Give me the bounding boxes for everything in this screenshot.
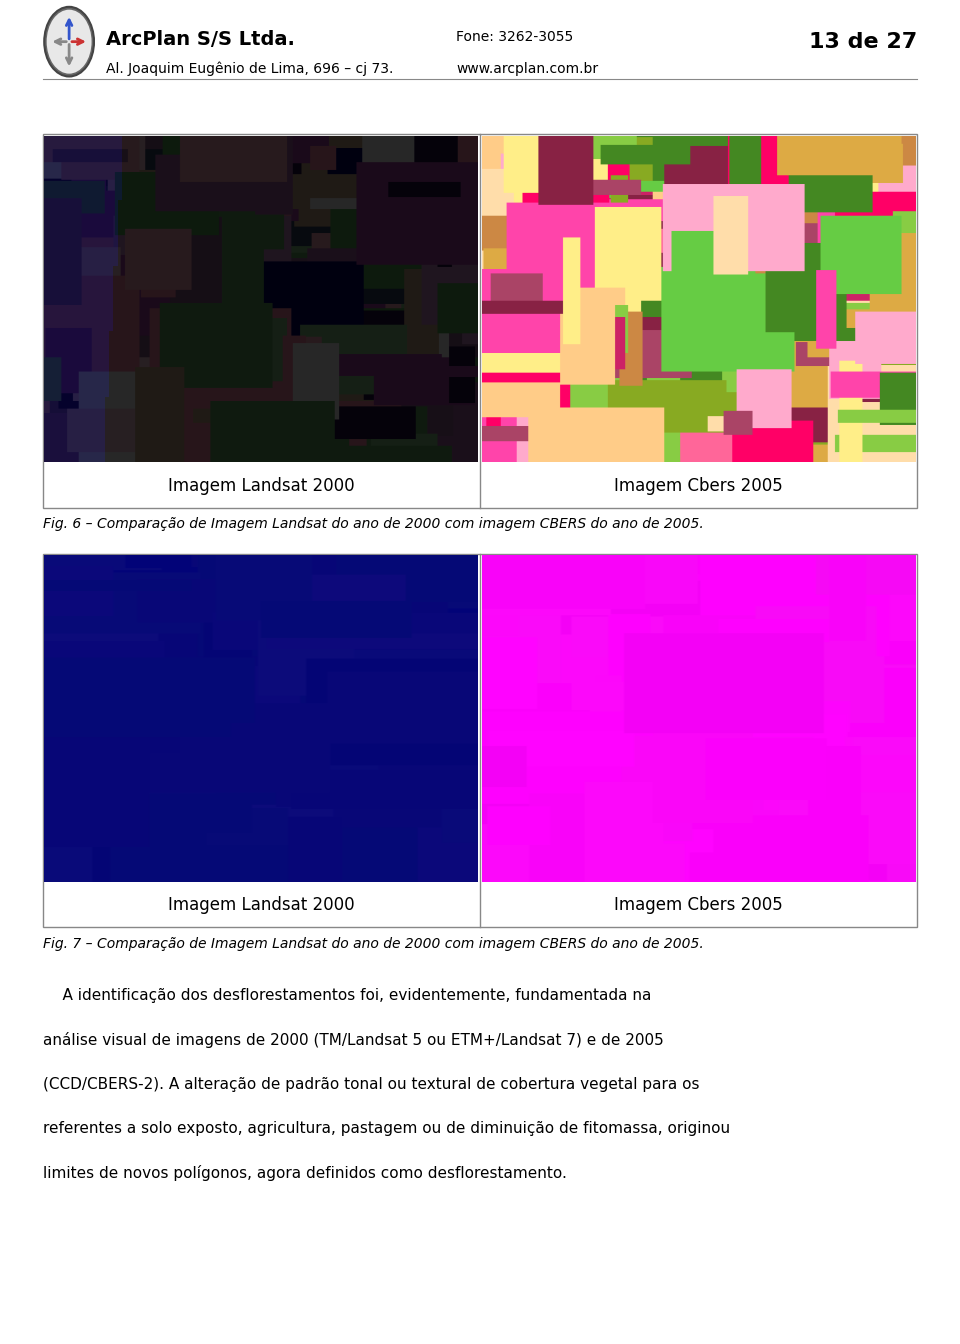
Text: 13 de 27: 13 de 27	[808, 32, 917, 52]
Circle shape	[45, 8, 93, 75]
Text: Imagem Cbers 2005: Imagem Cbers 2005	[614, 477, 782, 495]
Text: www.arcplan.com.br: www.arcplan.com.br	[456, 62, 598, 75]
Text: (CCD/CBERS-2). A alteração de padrão tonal ou textural de cobertura vegetal para: (CCD/CBERS-2). A alteração de padrão ton…	[43, 1077, 700, 1091]
Text: Fig. 7 – Comparação de Imagem Landsat do ano de 2000 com imagem CBERS do ano de : Fig. 7 – Comparação de Imagem Landsat do…	[43, 937, 704, 950]
Text: limites de novos polígonos, agora definidos como desflorestamento.: limites de novos polígonos, agora defini…	[43, 1165, 567, 1181]
Text: A identificação dos desflorestamentos foi, evidentemente, fundamentada na: A identificação dos desflorestamentos fo…	[43, 988, 652, 1003]
Text: Imagem Landsat 2000: Imagem Landsat 2000	[168, 477, 355, 495]
Bar	[43, 554, 917, 927]
Text: Fig. 6 – Comparação de Imagem Landsat do ano de 2000 com imagem CBERS do ano de : Fig. 6 – Comparação de Imagem Landsat do…	[43, 517, 704, 531]
Text: Al. Joaquim Eugênio de Lima, 696 – cj 73.: Al. Joaquim Eugênio de Lima, 696 – cj 73…	[106, 62, 393, 77]
Bar	[43, 134, 917, 508]
Text: Fone: 3262-3055: Fone: 3262-3055	[456, 30, 573, 43]
Text: Imagem Cbers 2005: Imagem Cbers 2005	[614, 896, 782, 914]
Text: ArcPlan S/S Ltda.: ArcPlan S/S Ltda.	[106, 30, 295, 48]
Text: Imagem Landsat 2000: Imagem Landsat 2000	[168, 896, 355, 914]
Text: análise visual de imagens de 2000 (TM/Landsat 5 ou ETM+/Landsat 7) e de 2005: análise visual de imagens de 2000 (TM/La…	[43, 1032, 664, 1048]
Text: referentes a solo exposto, agricultura, pastagem ou de diminuição de fitomassa, : referentes a solo exposto, agricultura, …	[43, 1121, 731, 1136]
